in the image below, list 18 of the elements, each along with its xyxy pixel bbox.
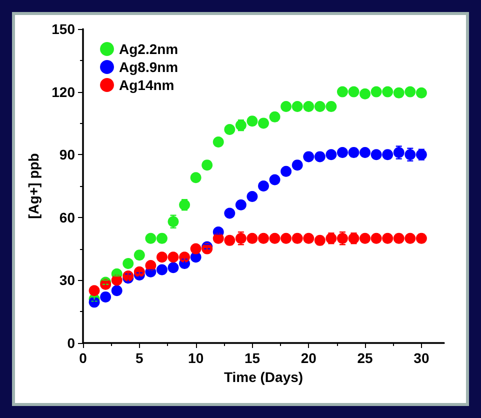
- y-tick-label: 120: [52, 84, 76, 100]
- x-tick-label: 15: [244, 350, 260, 366]
- x-tick-label: 10: [188, 350, 204, 366]
- legend-label: Ag2.2nm: [119, 41, 178, 57]
- x-tick-label: 25: [357, 350, 374, 366]
- y-tick-label: 0: [67, 335, 76, 351]
- y-tick-label: 30: [59, 272, 76, 288]
- y-tick-label: 150: [52, 21, 76, 37]
- legend-label: Ag8.9nm: [119, 59, 178, 75]
- y-tick-label: 60: [59, 209, 76, 226]
- x-tick-label: 5: [136, 350, 144, 366]
- x-tick-label: 20: [300, 350, 317, 366]
- x-tick-label: 0: [79, 350, 88, 366]
- legend-label: Ag14nm: [119, 77, 174, 93]
- x-axis-title: Time (Days): [224, 368, 304, 385]
- x-tick-label: 30: [414, 350, 430, 366]
- y-axis-title: [Ag+] ppb: [26, 153, 42, 219]
- y-tick-label: 90: [59, 146, 76, 163]
